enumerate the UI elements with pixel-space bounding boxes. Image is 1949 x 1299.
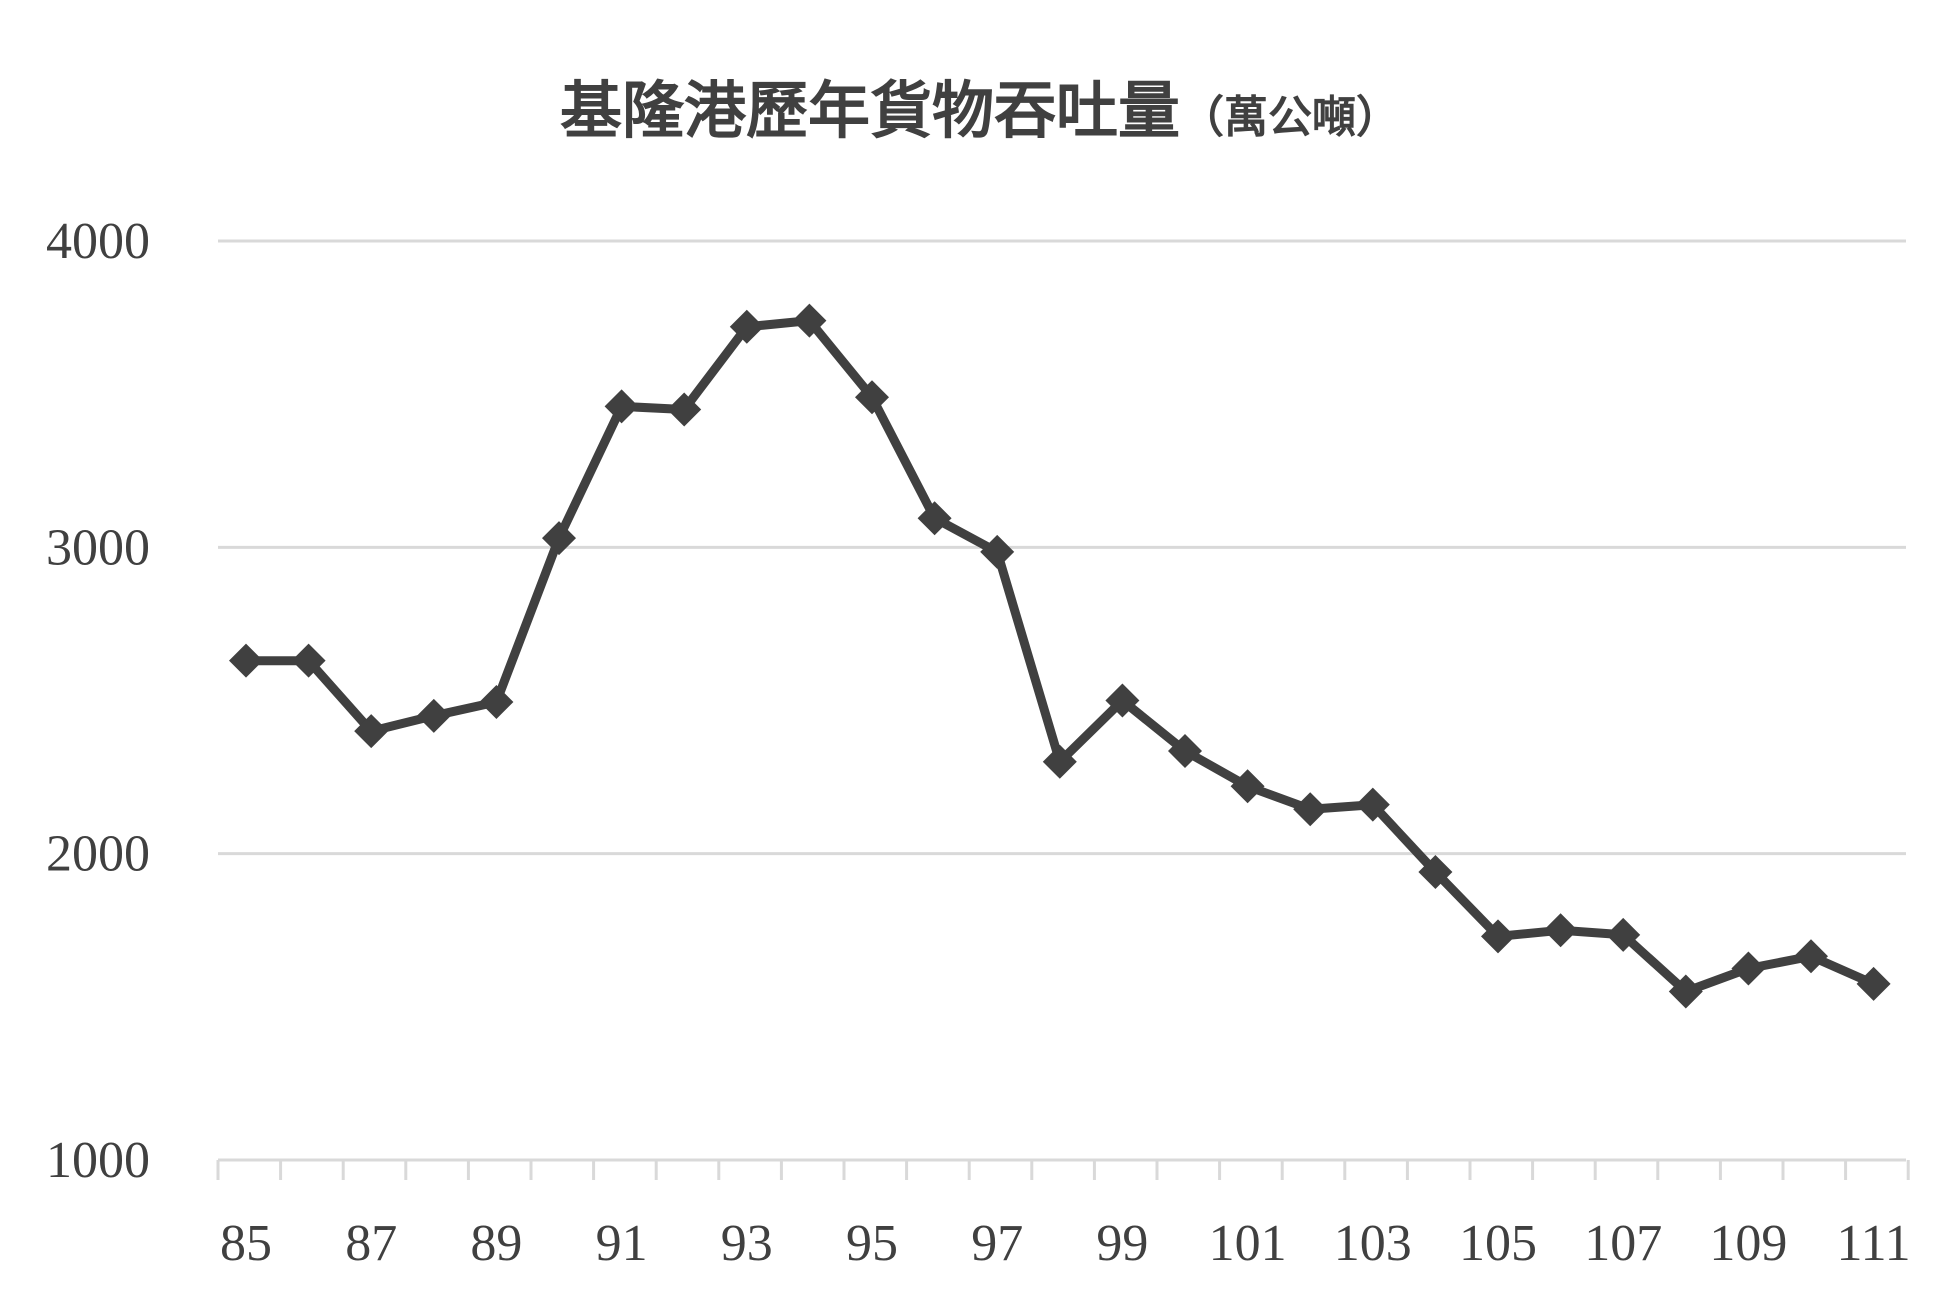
data-point-89 (479, 685, 514, 720)
data-point-107 (1606, 917, 1641, 952)
series-throughput (229, 303, 1891, 1009)
x-tick-label-101: 101 (1209, 1215, 1287, 1272)
data-point-104 (1418, 855, 1453, 890)
chart-title: 基隆港歷年貨物吞吐量（萬公噸） (560, 74, 1400, 147)
data-point-105 (1481, 919, 1515, 954)
x-axis (216, 1158, 1910, 1180)
x-tick-label-107: 107 (1584, 1215, 1662, 1272)
data-point-91 (604, 389, 639, 424)
data-point-93 (729, 309, 764, 344)
x-tick-label-85: 85 (220, 1215, 272, 1272)
x-tick-label-91: 91 (596, 1215, 648, 1272)
chart-title-main: 基隆港歷年貨物吞吐量 (560, 74, 1180, 147)
x-tick-label-89: 89 (470, 1215, 522, 1272)
x-tick-label-97: 97 (971, 1215, 1023, 1272)
y-axis-tick-labels: 4000 3000 2000 1000 (46, 213, 150, 1189)
data-point-109 (1731, 951, 1766, 986)
y-tick-label-3000: 3000 (46, 519, 150, 576)
data-point-110 (1794, 939, 1828, 974)
chart-title-unit: （萬公噸） (1180, 92, 1400, 143)
data-point-96 (917, 501, 952, 536)
data-point-97 (980, 534, 1015, 569)
series-line (241, 316, 1879, 996)
data-point-88 (416, 698, 451, 733)
data-point-108 (1668, 974, 1703, 1009)
data-point-94 (792, 303, 827, 338)
x-tick-label-93: 93 (721, 1215, 773, 1272)
data-point-101 (1230, 769, 1265, 804)
x-tick-label-103: 103 (1334, 1215, 1412, 1272)
data-point-95 (855, 380, 889, 415)
x-tick-label-111: 111 (1837, 1215, 1911, 1272)
gridlines (218, 239, 1906, 856)
data-point-106 (1543, 913, 1578, 948)
data-point-102 (1293, 792, 1328, 827)
data-point-111 (1856, 966, 1891, 1001)
data-point-90 (542, 521, 576, 556)
y-tick-label-1000: 1000 (46, 1132, 150, 1189)
data-point-87 (354, 714, 389, 749)
data-point-85 (229, 643, 263, 678)
data-point-99 (1105, 683, 1140, 718)
y-tick-label-4000: 4000 (46, 213, 150, 270)
y-tick-label-2000: 2000 (46, 826, 150, 883)
x-tick-label-87: 87 (345, 1215, 397, 1272)
data-point-100 (1168, 734, 1202, 769)
data-point-92 (667, 392, 702, 427)
x-tick-label-105: 105 (1459, 1215, 1537, 1272)
data-point-103 (1355, 787, 1390, 822)
x-tick-label-99: 99 (1096, 1215, 1148, 1272)
x-axis-tick-labels: 85 87 89 91 93 95 97 99 101 103 105 107 109 111 (220, 1215, 1911, 1272)
x-tick-label-109: 109 (1709, 1215, 1787, 1272)
data-point-98 (1042, 744, 1077, 779)
data-point-86 (291, 643, 326, 678)
x-tick-label-95: 95 (846, 1215, 898, 1272)
